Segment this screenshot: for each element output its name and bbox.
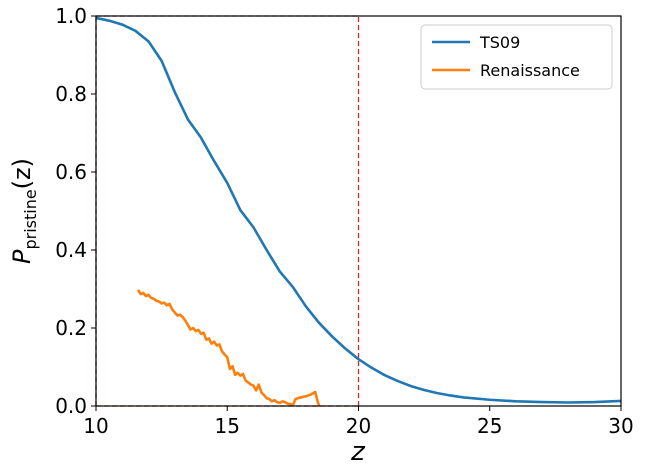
y-tick-label: 0.6 xyxy=(55,160,87,184)
reference-lines xyxy=(95,15,360,407)
y-tick-label: 0.8 xyxy=(55,82,87,106)
x-tick-label: 30 xyxy=(608,414,633,438)
x-axis-label: z xyxy=(350,437,366,466)
y-label-suffix: (z) xyxy=(8,158,36,189)
x-tick-label: 20 xyxy=(346,414,371,438)
legend-label-renaissance: Renaissance xyxy=(480,61,580,80)
legend-label-ts09: TS09 xyxy=(479,33,520,52)
y-label-subscript: pristine xyxy=(21,189,40,249)
x-tick-label: 15 xyxy=(215,414,240,438)
series-line-ts09 xyxy=(95,16,622,404)
y-axis-label: Ppristine(z) xyxy=(8,158,40,264)
y-tick-label: 0.4 xyxy=(55,238,87,262)
x-tick-label: 10 xyxy=(83,414,108,438)
series-line-renaissance xyxy=(136,289,321,407)
y-tick-label: 0.0 xyxy=(55,394,87,418)
legend: TS09 Renaissance xyxy=(420,24,613,90)
y-tick-label: 1.0 xyxy=(55,4,87,28)
y-label-main: P xyxy=(8,249,36,264)
series-layer xyxy=(95,16,622,407)
x-tick-label: 25 xyxy=(477,414,502,438)
y-axis-label-text: Ppristine(z) xyxy=(8,158,40,264)
y-tick-label: 0.2 xyxy=(55,316,87,340)
axis-ticks: 10 15 20 25 30 0.0 0.2 0.4 0.6 0.8 1.0 xyxy=(55,4,634,438)
